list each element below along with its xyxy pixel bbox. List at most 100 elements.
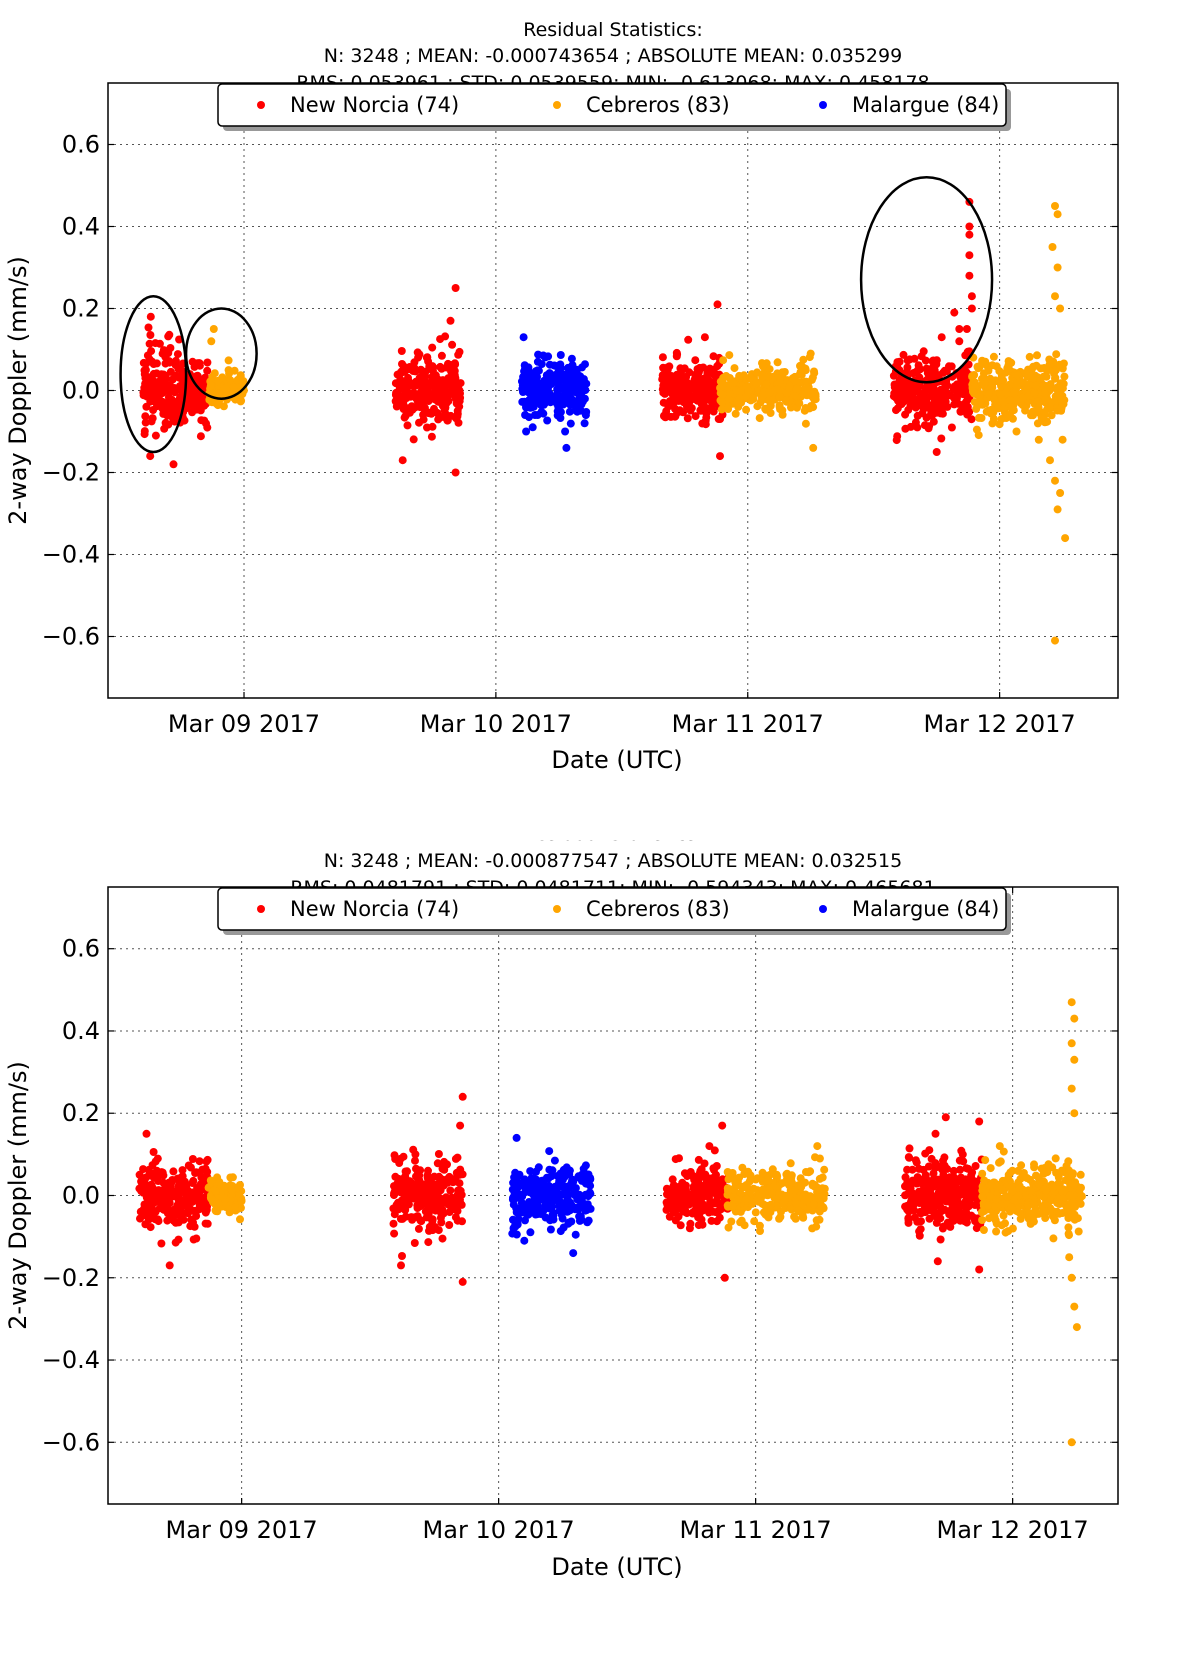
top-point bbox=[428, 422, 437, 431]
bottom-point bbox=[906, 1184, 915, 1193]
top-point bbox=[539, 351, 548, 360]
top-point bbox=[431, 389, 439, 398]
top-point bbox=[709, 407, 718, 416]
bottom-point bbox=[1075, 1193, 1084, 1202]
bottom-point bbox=[956, 1216, 965, 1225]
bottom-point bbox=[510, 1176, 519, 1185]
top-series-1 bbox=[205, 202, 1070, 645]
bottom-point bbox=[978, 1169, 987, 1178]
bottom-point bbox=[932, 1218, 941, 1227]
top-point bbox=[396, 368, 405, 377]
bottom-point bbox=[696, 1188, 705, 1197]
top-point bbox=[691, 356, 700, 365]
bottom-legend-marker-0 bbox=[257, 905, 265, 913]
bottom-outlier-point bbox=[458, 1092, 467, 1101]
top-legend-label-2: Malargue (84) bbox=[852, 93, 999, 117]
bottom-point bbox=[186, 1193, 195, 1202]
bottom-point bbox=[1034, 1180, 1043, 1189]
bottom-point bbox=[773, 1184, 782, 1193]
bottom-point bbox=[935, 1180, 944, 1189]
bottom-point bbox=[815, 1207, 824, 1216]
top-point bbox=[718, 390, 727, 399]
bottom-point bbox=[910, 1213, 919, 1222]
bottom-point bbox=[945, 1188, 954, 1197]
bottom-point bbox=[558, 1190, 567, 1199]
top-point bbox=[1007, 358, 1016, 367]
top-point bbox=[915, 382, 924, 391]
top-point bbox=[742, 405, 751, 414]
bottom-point bbox=[545, 1182, 554, 1191]
bottom-point bbox=[208, 1195, 217, 1204]
top-outlier-point bbox=[965, 230, 974, 239]
bottom-point bbox=[558, 1214, 567, 1223]
top-point bbox=[718, 398, 727, 407]
top-ytick-label: −0.2 bbox=[42, 459, 100, 487]
bottom-point bbox=[440, 1157, 449, 1166]
bottom-point bbox=[698, 1172, 707, 1181]
top-point bbox=[447, 367, 456, 376]
bottom-point bbox=[772, 1170, 781, 1179]
top-point bbox=[987, 405, 996, 414]
bottom-point bbox=[175, 1200, 184, 1209]
bottom-point bbox=[424, 1207, 433, 1216]
bottom-point bbox=[174, 1218, 183, 1227]
top-point bbox=[899, 350, 908, 359]
top-point bbox=[686, 396, 695, 405]
top-outlier-point bbox=[700, 333, 709, 342]
bottom-point bbox=[797, 1182, 806, 1191]
top-point bbox=[937, 434, 946, 443]
top-point bbox=[1040, 408, 1049, 417]
bottom-point bbox=[1064, 1223, 1073, 1232]
bottom-point bbox=[579, 1164, 588, 1173]
bottom-point bbox=[186, 1163, 195, 1172]
top-point bbox=[159, 409, 168, 418]
top-point bbox=[1029, 374, 1038, 383]
bottom-point bbox=[542, 1202, 551, 1211]
bottom-point bbox=[912, 1158, 921, 1167]
bottom-point bbox=[508, 1229, 517, 1238]
bottom-outlier-point bbox=[720, 1273, 729, 1282]
top-outlier-point bbox=[932, 448, 941, 456]
bottom-xtick-label: Mar 11 2017 bbox=[680, 1516, 832, 1544]
top-chart-svg: Residual Statistics: N: 3248 ; MEAN: -0.0… bbox=[4, 19, 1119, 774]
bottom-point bbox=[434, 1150, 443, 1158]
bottom-point bbox=[1042, 1208, 1051, 1217]
top-outlier-point bbox=[1048, 243, 1057, 251]
bottom-point bbox=[399, 1152, 408, 1161]
top-point bbox=[415, 350, 424, 359]
bottom-legend-label-0: New Norcia (74) bbox=[290, 897, 459, 921]
bottom-point bbox=[159, 1171, 168, 1180]
top-legend: New Norcia (74) Cebreros (83) Malargue (84… bbox=[217, 83, 1011, 131]
bottom-point bbox=[977, 1208, 986, 1217]
top-point bbox=[210, 398, 219, 407]
top-point bbox=[893, 358, 902, 367]
top-point bbox=[169, 416, 178, 425]
bottom-point bbox=[736, 1207, 745, 1216]
top-point bbox=[1023, 385, 1031, 394]
top-point bbox=[556, 414, 565, 422]
top-point bbox=[943, 402, 952, 411]
top-highlight-ellipse-2 bbox=[184, 307, 258, 400]
bottom-point bbox=[394, 1205, 403, 1214]
bottom-point bbox=[1067, 1199, 1076, 1208]
top-point bbox=[146, 452, 155, 461]
top-title-line-1: Residual Statistics: bbox=[523, 19, 703, 41]
bottom-point bbox=[136, 1214, 144, 1223]
top-xtick-label: Mar 11 2017 bbox=[672, 710, 824, 738]
bottom-point bbox=[790, 1186, 799, 1195]
top-outlier-point bbox=[967, 292, 976, 301]
top-point bbox=[1010, 389, 1019, 398]
top-point bbox=[1006, 396, 1015, 404]
top-point bbox=[173, 350, 182, 359]
top-point bbox=[917, 352, 926, 361]
top-legend-marker-0 bbox=[257, 101, 265, 109]
bottom-point bbox=[987, 1181, 996, 1189]
top-point bbox=[917, 401, 926, 409]
bottom-point bbox=[1065, 1231, 1073, 1240]
top-point bbox=[1057, 406, 1066, 415]
bottom-point bbox=[808, 1181, 817, 1190]
bottom-point bbox=[446, 1186, 455, 1195]
top-point bbox=[977, 414, 986, 422]
top-point bbox=[576, 406, 585, 415]
bottom-point bbox=[434, 1197, 442, 1206]
